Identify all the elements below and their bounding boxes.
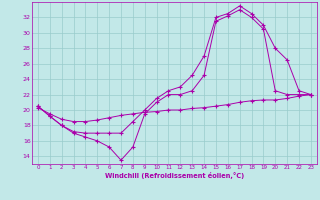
X-axis label: Windchill (Refroidissement éolien,°C): Windchill (Refroidissement éolien,°C) xyxy=(105,172,244,179)
